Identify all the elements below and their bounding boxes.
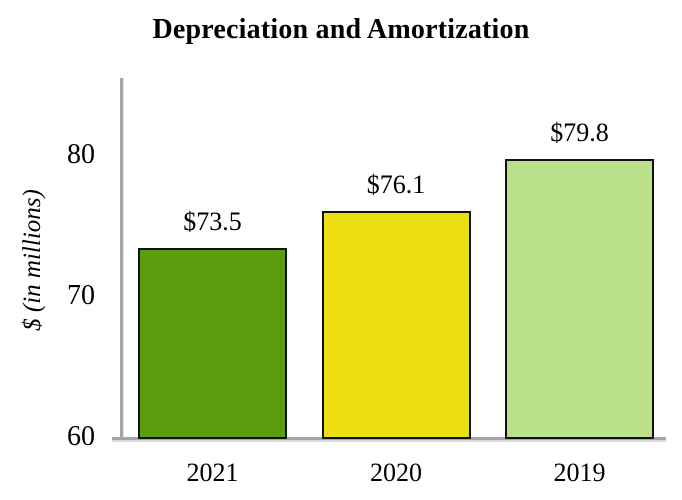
bar-2019 [505, 158, 654, 439]
x-category-label-2020: 2020 [370, 458, 422, 487]
bar-2021 [138, 247, 287, 439]
x-axis-line [112, 437, 666, 442]
bar-2020 [321, 210, 471, 439]
y-tick-label-70: 70 [67, 280, 95, 311]
x-category-label-2019: 2019 [553, 458, 606, 487]
y-axis-line [120, 78, 124, 439]
x-category-label-2021: 2021 [186, 458, 239, 487]
bar-value-label-2019: $79.8 [550, 117, 609, 147]
y-tick-label-60: 60 [67, 421, 95, 452]
chart-title: Depreciation and Amortization [152, 14, 530, 45]
bar-value-label-2021: $73.5 [183, 206, 242, 236]
y-tick-label-80: 80 [67, 139, 95, 170]
bar-value-label-2020: $76.1 [366, 169, 426, 199]
